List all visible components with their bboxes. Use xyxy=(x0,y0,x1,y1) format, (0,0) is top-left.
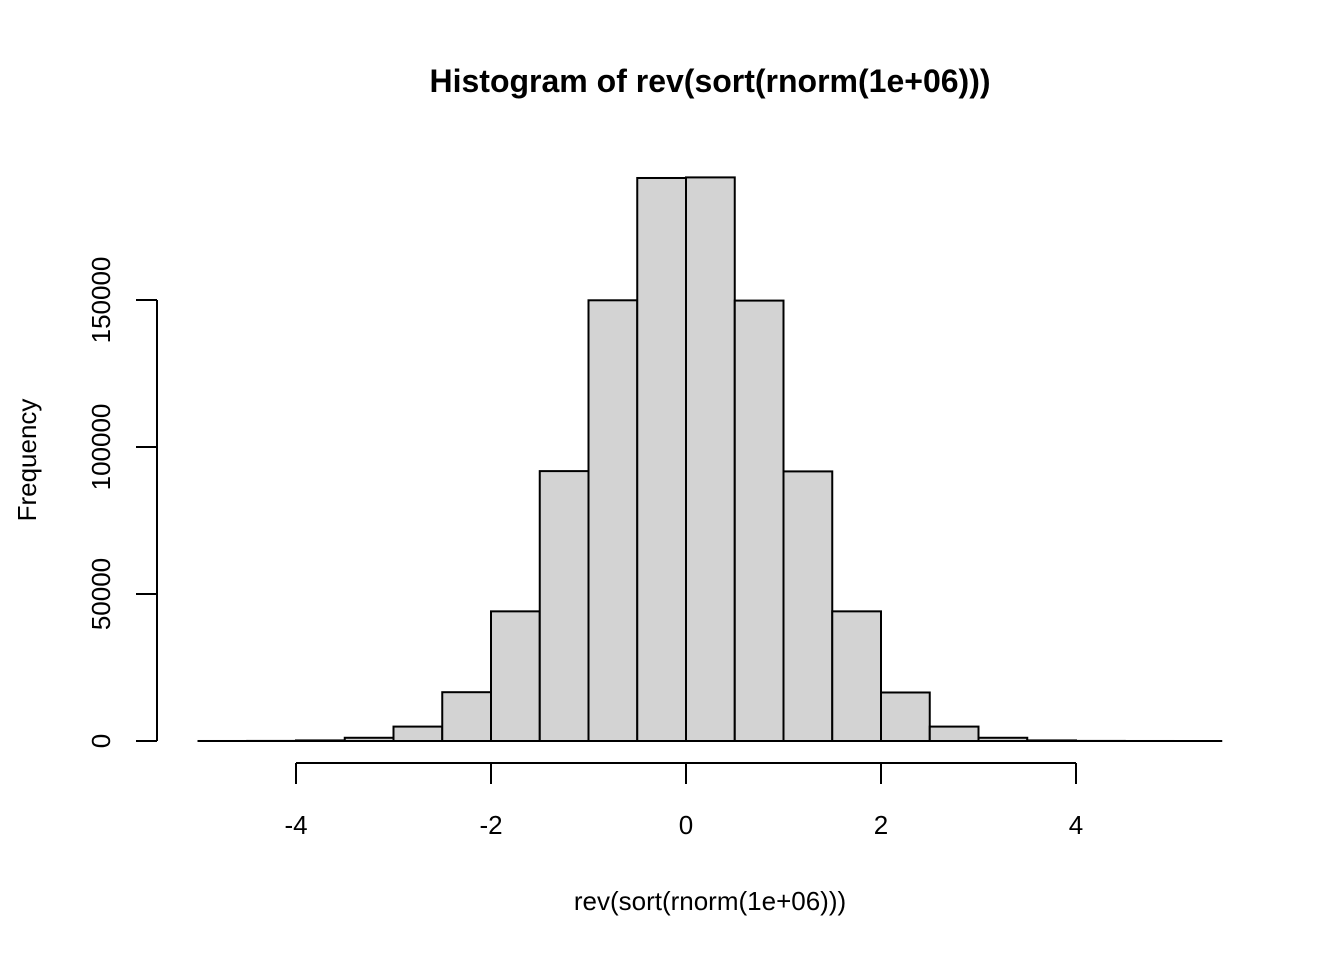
histogram-bar xyxy=(782,470,834,742)
histogram-bar xyxy=(392,725,444,743)
histogram-bar xyxy=(490,610,541,742)
x-tick-label: -4 xyxy=(284,810,307,840)
histogram-bar xyxy=(928,725,980,743)
y-tick-label: 0 xyxy=(86,734,116,748)
histogram-bar xyxy=(636,176,687,743)
histogram-bar xyxy=(831,610,882,742)
histogram-bars xyxy=(197,176,1223,743)
y-axis: 0 50000 100000 150000 xyxy=(86,257,158,748)
x-axis-label: rev(sort(rnorm(1e+06))) xyxy=(574,886,846,916)
y-tick-label: 100000 xyxy=(86,404,116,491)
x-tick-label: 2 xyxy=(874,810,888,840)
histogram-bar xyxy=(733,299,785,742)
y-tick-label: 50000 xyxy=(86,558,116,630)
histogram-bar xyxy=(685,176,736,742)
x-axis: -4 -2 0 2 4 xyxy=(284,762,1083,840)
chart-title: Histogram of rev(sort(rnorm(1e+06))) xyxy=(430,63,991,99)
y-tick-label: 150000 xyxy=(86,257,116,344)
histogram-bar xyxy=(441,691,492,743)
x-tick-label: 0 xyxy=(679,810,693,840)
histogram-bar xyxy=(880,691,931,742)
histogram-bar xyxy=(538,470,590,742)
x-tick-label: -2 xyxy=(479,810,502,840)
y-axis-label: Frequency xyxy=(12,399,42,522)
x-tick-label: 4 xyxy=(1069,810,1083,840)
histogram-bar xyxy=(587,299,639,742)
